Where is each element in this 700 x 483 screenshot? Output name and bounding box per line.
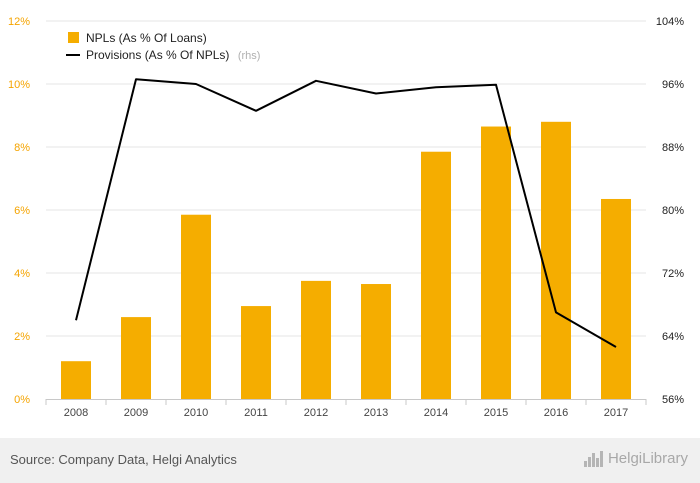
- legend-label-provisions-suffix: (rhs): [238, 50, 261, 62]
- npl-bar: [361, 284, 391, 399]
- x-axis-tick-label: 2011: [244, 407, 268, 419]
- left-axis-tick-label: 0%: [14, 394, 30, 406]
- x-axis-tick-label: 2017: [604, 407, 628, 419]
- legend-label-provisions-name: Provisions (As % Of NPLs): [86, 48, 229, 62]
- logo-text: HelgiLibrary: [607, 450, 688, 467]
- provisions-line: [75, 78, 617, 348]
- left-axis-tick-label: 8%: [14, 142, 30, 154]
- npl-bar: [61, 361, 91, 399]
- chart: 0% 56% 2% 64% 4% 72% 6% 80% 8% 88% 10% 96% 12% 104% 20…: [8, 16, 684, 419]
- npl-bar: [241, 306, 271, 399]
- bar-series: [61, 121, 631, 400]
- footer: Source: Company Data, Helgi Analytics He…: [0, 438, 700, 483]
- x-axis-tick-label: 2009: [124, 407, 148, 419]
- left-axis-tick-label: 4%: [14, 268, 30, 280]
- left-axis-tick-label: 6%: [14, 205, 30, 217]
- npl-bar: [301, 280, 331, 399]
- npl-bar: [601, 198, 631, 399]
- source-text: Source: Company Data, Helgi Analytics: [10, 452, 237, 467]
- right-axis-tick-label: 96%: [662, 79, 684, 91]
- legend-label-npls: NPLs (As % Of Loans): [86, 31, 207, 45]
- npl-bar: [181, 214, 211, 399]
- x-axis-tick-label: 2016: [544, 407, 568, 419]
- line-series: [75, 78, 617, 348]
- npl-bar: [421, 151, 451, 399]
- npl-bar: [481, 126, 511, 400]
- legend: NPLs (As % Of Loans) Provisions (As % Of…: [66, 31, 260, 63]
- left-axis-tick-label: 2%: [14, 331, 30, 343]
- x-axis-tick-label: 2015: [484, 407, 508, 419]
- npl-bar: [541, 121, 571, 400]
- left-axis-tick-label: 12%: [8, 16, 30, 28]
- right-axis-tick-label: 104%: [656, 16, 684, 28]
- x-axis-tick-label: 2013: [364, 407, 388, 419]
- helgi-library-logo: HelgiLibrary: [583, 450, 688, 467]
- x-axis-tick-label: 2014: [424, 407, 448, 419]
- right-axis-tick-label: 72%: [662, 268, 684, 280]
- logo-bars-icon: [583, 450, 603, 467]
- legend-swatch-npls: [68, 32, 79, 43]
- x-axis-tick-label: 2010: [184, 407, 208, 419]
- right-axis-tick-label: 88%: [662, 142, 684, 154]
- right-axis-tick-label: 80%: [662, 205, 684, 217]
- left-axis-tick-label: 10%: [8, 79, 30, 91]
- legend-label-provisions: Provisions (As % Of NPLs) (rhs): [86, 46, 260, 63]
- axes: 0% 56% 2% 64% 4% 72% 6% 80% 8% 88% 10% 96% 12% 104% 20…: [8, 16, 684, 419]
- npl-bar: [121, 317, 151, 399]
- right-axis-tick-label: 56%: [662, 394, 684, 406]
- x-axis-tick-label: 2008: [64, 407, 88, 419]
- right-axis-tick-label: 64%: [662, 331, 684, 343]
- x-axis-tick-label: 2012: [304, 407, 328, 419]
